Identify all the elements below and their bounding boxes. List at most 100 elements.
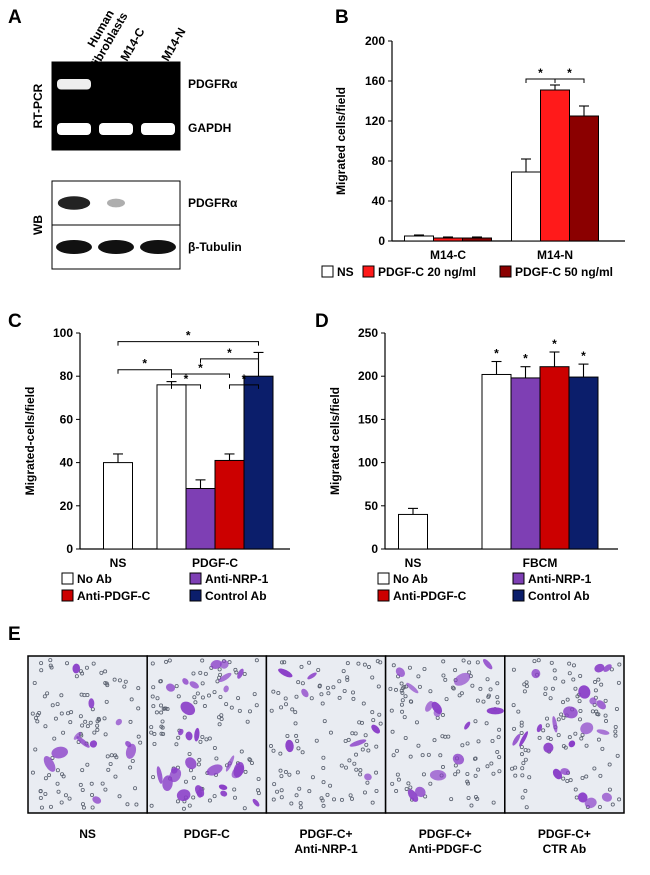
membrane-pore <box>47 773 52 778</box>
membrane-pore <box>552 668 557 673</box>
membrane-pore <box>56 789 61 794</box>
membrane-pore <box>370 800 375 805</box>
stained-cell <box>43 756 56 772</box>
membrane-pore <box>348 793 353 798</box>
membrane-pore <box>580 732 585 737</box>
membrane-pore <box>326 691 331 696</box>
micrograph-caption: PDGF-C+ <box>299 827 352 841</box>
membrane-pore <box>473 773 478 778</box>
membrane-pore <box>320 701 325 706</box>
membrane-pore <box>192 695 197 700</box>
significance-bracket <box>171 384 201 389</box>
membrane-pore <box>149 730 154 735</box>
membrane-pore <box>456 769 461 774</box>
membrane-pore <box>112 677 117 682</box>
membrane-pore <box>161 706 166 711</box>
membrane-pore <box>319 692 324 697</box>
membrane-pore <box>523 757 528 762</box>
membrane-pore <box>159 710 164 715</box>
stained-cell <box>349 739 367 747</box>
membrane-pore <box>294 694 299 699</box>
stained-cell <box>210 659 222 669</box>
membrane-pore <box>343 738 348 743</box>
membrane-pore <box>78 669 83 674</box>
membrane-pore <box>466 795 471 800</box>
membrane-pore <box>543 686 548 691</box>
membrane-pore <box>30 711 35 716</box>
membrane-pore <box>322 719 327 724</box>
membrane-pore <box>80 787 85 792</box>
membrane-pore <box>133 786 138 791</box>
bar <box>243 375 274 550</box>
y-tick-label: 40 <box>372 194 386 208</box>
membrane-pore <box>295 738 300 743</box>
membrane-pore <box>279 788 284 793</box>
membrane-pore <box>561 715 566 720</box>
blot-row-label: PDGFRα <box>188 77 238 91</box>
membrane-pore <box>460 743 465 748</box>
stained-cell <box>603 664 612 672</box>
membrane-pore <box>203 671 208 676</box>
membrane-pore <box>290 707 295 712</box>
legend-label: Control Ab <box>528 589 590 603</box>
membrane-pore <box>165 707 170 712</box>
membrane-pore <box>524 805 529 810</box>
membrane-pore <box>151 704 156 709</box>
membrane-pore <box>371 718 376 723</box>
membrane-pore <box>268 744 273 749</box>
membrane-pore <box>150 661 155 666</box>
membrane-pore <box>300 681 305 686</box>
membrane-pore <box>590 709 595 714</box>
y-tick-label: 120 <box>365 114 385 128</box>
bar <box>185 488 216 550</box>
membrane-pore <box>328 730 333 735</box>
membrane-pore <box>406 781 411 786</box>
membrane-pore <box>426 752 431 757</box>
membrane-pore <box>617 662 622 667</box>
membrane-pore <box>584 774 589 779</box>
membrane-pore <box>167 658 172 663</box>
y-tick-label: 100 <box>53 326 73 340</box>
membrane-pore <box>219 717 224 722</box>
membrane-pore <box>242 672 247 677</box>
blot-band <box>99 123 133 135</box>
membrane-pore <box>90 793 95 798</box>
membrane-pore <box>485 677 490 682</box>
membrane-pore <box>280 660 285 665</box>
membrane-pore <box>565 778 570 783</box>
membrane-pore <box>522 682 527 687</box>
legend-swatch <box>189 572 202 585</box>
membrane-pore <box>149 803 154 808</box>
membrane-pore <box>414 720 419 725</box>
membrane-pore <box>130 759 135 764</box>
membrane-pore <box>317 684 322 689</box>
membrane-pore <box>491 771 496 776</box>
membrane-pore <box>108 761 113 766</box>
membrane-pore <box>465 779 470 784</box>
significance-star: * <box>538 66 543 80</box>
membrane-pore <box>524 680 529 685</box>
membrane-pore <box>85 762 90 767</box>
membrane-pore <box>403 735 408 740</box>
x-category-label: PDGF-C <box>192 556 238 570</box>
y-tick-label: 40 <box>60 456 74 470</box>
membrane-pore <box>465 771 470 776</box>
stained-cell <box>185 731 193 741</box>
membrane-pore <box>212 745 217 750</box>
membrane-pore <box>596 737 601 742</box>
legend-label: Anti-NRP-1 <box>205 572 269 586</box>
membrane-pore <box>48 658 53 663</box>
blot-group-label: RT-PCR <box>31 83 45 128</box>
membrane-pore <box>256 791 261 796</box>
membrane-pore <box>55 702 60 707</box>
membrane-pore <box>376 684 381 689</box>
membrane-pore <box>511 667 516 672</box>
stained-cell <box>218 784 228 790</box>
membrane-pore <box>236 696 241 701</box>
membrane-pore <box>393 687 398 692</box>
membrane-pore <box>38 796 43 801</box>
membrane-pore <box>212 794 217 799</box>
membrane-pore <box>390 729 395 734</box>
membrane-pore <box>613 725 618 730</box>
membrane-pore <box>252 692 257 697</box>
